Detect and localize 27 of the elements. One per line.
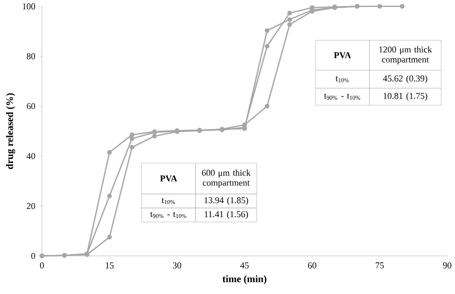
y-tick-label: 60 (26, 103, 36, 110)
y-axis-title: drug released (%) (6, 93, 16, 170)
annotation: t$_{90%}$ - t$_{10%}$ (324, 94, 360, 100)
y-tick-label: 0 (31, 252, 36, 259)
y-tick-label: 40 (26, 153, 36, 160)
annotation: 600 μm thick compartment (202, 170, 251, 188)
x-tick-label: 60 (308, 262, 316, 269)
annotation: 10.81 (1.75) (384, 92, 428, 101)
x-tick-label: 15 (106, 262, 114, 268)
annotation: t$_{10%}$ (336, 76, 349, 82)
annotation: t$_{10%}$ (162, 198, 175, 204)
annotation: 13.94 (1.85) (204, 197, 248, 206)
x-tick-label: 0 (40, 262, 44, 269)
y-tick-label: 20 (26, 203, 36, 210)
x-tick-label: 45 (240, 262, 249, 268)
y-tick-label: 100 (22, 3, 36, 10)
annotation: 45.62 (0.39) (383, 75, 428, 84)
y-tick-label: 80 (26, 53, 36, 60)
annotation: PVA (334, 52, 352, 58)
x-tick-label: 75 (376, 262, 384, 268)
annotation: 1200 μm thick compartment (379, 46, 432, 64)
x-tick-label: 90 (443, 262, 452, 269)
annotation: 11.41 (1.56) (204, 210, 248, 220)
x-axis-title: time (min) (222, 275, 266, 284)
annotation: t$_{90%}$ - t$_{10%}$ (150, 212, 186, 218)
x-tick-label: 30 (172, 262, 182, 269)
annotation: PVA (160, 176, 178, 182)
